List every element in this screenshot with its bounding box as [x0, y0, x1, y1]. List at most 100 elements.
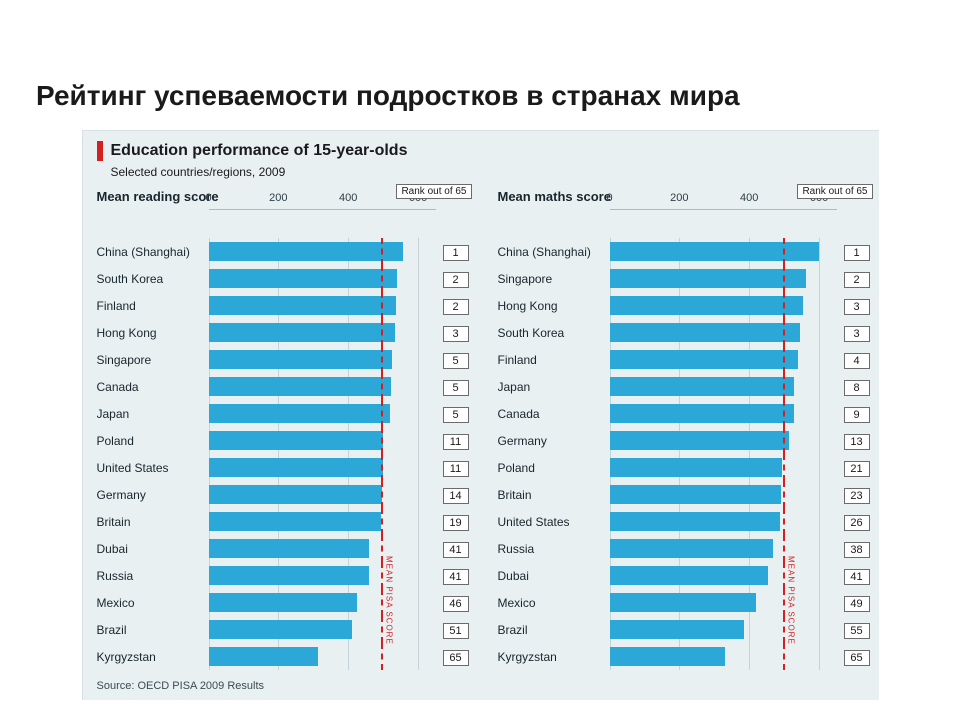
rank-box: 2 [443, 272, 469, 288]
rank-box: 3 [844, 326, 870, 342]
bar-label: Dubai [498, 569, 610, 583]
bar-row: Singapore2 [498, 265, 871, 292]
mean-line [381, 481, 383, 508]
mean-line [783, 481, 785, 508]
bar-row: Mexico46 [97, 589, 470, 616]
rank-box: 11 [443, 461, 469, 477]
rank-box: 13 [844, 434, 870, 450]
mean-line [381, 265, 383, 292]
grid-line [418, 535, 419, 562]
bar-label: Poland [97, 434, 209, 448]
grid-line [418, 346, 419, 373]
bar-row: China (Shanghai)1 [498, 238, 871, 265]
mean-line [783, 562, 785, 589]
axis-row: 0200400600Rank out of 65 [498, 210, 871, 238]
bar-row: Kyrgyzstan65 [97, 643, 470, 670]
bar-label: Russia [97, 569, 209, 583]
grid-line [819, 589, 820, 616]
mean-line [783, 643, 785, 670]
bar-track [610, 265, 837, 292]
bar-track [209, 238, 436, 265]
grid-line [819, 616, 820, 643]
bar-row: Kyrgyzstan65 [498, 643, 871, 670]
chart-panel: Education performance of 15-year-olds Se… [82, 130, 879, 700]
grid-line [819, 508, 820, 535]
bar-fill [610, 296, 804, 315]
axis-tick-label: 0 [205, 192, 211, 204]
bar-row: United States11 [97, 454, 470, 481]
mean-line [783, 427, 785, 454]
bar-fill [209, 323, 395, 342]
bar-label: Kyrgyzstan [97, 650, 209, 664]
grid-line [749, 616, 750, 643]
mean-line [381, 562, 383, 589]
rank-box: 23 [844, 488, 870, 504]
bar-fill [610, 485, 782, 504]
mean-line [783, 265, 785, 292]
bar-fill [610, 242, 820, 261]
bar-track [209, 535, 436, 562]
rank-box: 1 [443, 245, 469, 261]
bar-track [610, 562, 837, 589]
rank-box: 5 [443, 353, 469, 369]
chart-header: Education performance of 15-year-olds Se… [83, 131, 879, 183]
bar-fill [209, 512, 382, 531]
slide: Рейтинг успеваемости подростков в страна… [0, 0, 960, 720]
bar-fill [610, 350, 799, 369]
grid-line [418, 427, 419, 454]
bar-label: Britain [498, 488, 610, 502]
charts-row: Mean reading score0200400600Rank out of … [83, 183, 879, 670]
bar-row: United States26 [498, 508, 871, 535]
bar-track [610, 427, 837, 454]
rank-box: 55 [844, 623, 870, 639]
bars-area: China (Shanghai)1South Korea2Finland2Hon… [97, 238, 470, 670]
bar-label: Canada [498, 407, 610, 421]
bar-track [209, 454, 436, 481]
bar-track [209, 346, 436, 373]
grid-line [418, 319, 419, 346]
bar-track [209, 616, 436, 643]
bar-fill [610, 377, 795, 396]
bar-fill [610, 566, 768, 585]
grid-line [819, 265, 820, 292]
bar-row: Hong Kong3 [97, 319, 470, 346]
grid-line [418, 616, 419, 643]
mean-line [783, 319, 785, 346]
bar-label: China (Shanghai) [97, 245, 209, 259]
rank-box: 3 [844, 299, 870, 315]
rank-box: 46 [443, 596, 469, 612]
bar-track [610, 508, 837, 535]
axis-tick-label: 400 [740, 192, 758, 204]
bar-track [209, 562, 436, 589]
bar-track [209, 427, 436, 454]
bar-fill [209, 485, 383, 504]
bar-label: Dubai [97, 542, 209, 556]
axis-tick-label: 0 [606, 192, 612, 204]
rank-header-badge: Rank out of 65 [396, 184, 471, 199]
bar-fill [610, 404, 794, 423]
bar-track [209, 265, 436, 292]
bar-label: South Korea [498, 326, 610, 340]
bar-row: Canada9 [498, 400, 871, 427]
bar-row: South Korea2 [97, 265, 470, 292]
bar-fill [610, 647, 726, 666]
bar-label: Singapore [97, 353, 209, 367]
rank-box: 41 [443, 569, 469, 585]
rank-box: 14 [443, 488, 469, 504]
bar-fill [610, 620, 745, 639]
grid-line [418, 508, 419, 535]
bar-track [610, 481, 837, 508]
grid-line [819, 319, 820, 346]
bar-row: Finland4 [498, 346, 871, 373]
mean-line [381, 346, 383, 373]
bars-area: China (Shanghai)1Singapore2Hong Kong3Sou… [498, 238, 871, 670]
grid-line [819, 346, 820, 373]
rank-box: 11 [443, 434, 469, 450]
bar-fill [610, 323, 801, 342]
grid-line [819, 535, 820, 562]
bar-fill [610, 269, 806, 288]
axis-tick-label: 200 [269, 192, 287, 204]
bar-label: Singapore [498, 272, 610, 286]
bar-row: Japan5 [97, 400, 470, 427]
sub-chart: Mean maths score0200400600Rank out of 65… [498, 189, 871, 670]
